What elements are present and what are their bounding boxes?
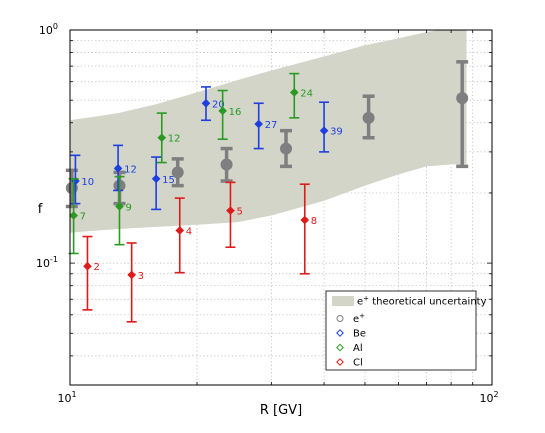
data-point [171, 166, 184, 179]
legend-entry-text: e+ [353, 312, 365, 325]
legend-diamond-marker [336, 343, 344, 352]
data-point [254, 119, 264, 129]
point-label: 24 [300, 88, 313, 99]
data-point [201, 98, 211, 108]
point-label: 7 [80, 212, 86, 223]
legend-entry-text: e+ theoretical uncertainty [357, 295, 487, 308]
data-point [280, 142, 293, 155]
point-label: 9 [125, 202, 131, 213]
x-tick-label: 101 [57, 390, 76, 405]
point-label: 15 [162, 175, 175, 186]
point-label: 10 [81, 177, 94, 188]
data-point [456, 92, 469, 105]
data-point [65, 181, 78, 194]
point-label: 8 [311, 216, 317, 227]
point-label: 12 [124, 164, 137, 175]
point-label: 4 [186, 227, 192, 238]
point-label: 39 [330, 127, 343, 138]
data-point [319, 126, 329, 135]
uncertainty-band [70, 30, 467, 233]
y-tick-label: 10-1 [36, 255, 58, 270]
plot-frame [69, 29, 493, 386]
data-point [226, 206, 235, 215]
point-label: 27 [265, 120, 278, 131]
uncertainty-band-area [70, 30, 467, 233]
data-point [362, 111, 375, 124]
series-be: 10 12 15 20 27 39 [70, 86, 343, 211]
data-point [113, 164, 123, 173]
point-label: 3 [138, 271, 144, 282]
data-point [218, 106, 227, 116]
data-point [127, 270, 136, 280]
legend: e+ theoretical uncertainty e+ Be Al Cl [325, 290, 487, 371]
legend-diamond-marker [336, 329, 344, 337]
legend-diamond-marker [336, 358, 344, 366]
legend-circle-marker [336, 315, 344, 322]
legend-entry-text: Cl [353, 358, 363, 369]
data-point [115, 202, 124, 211]
data-point [69, 211, 78, 220]
point-label: 12 [168, 134, 181, 145]
data-point [175, 226, 185, 235]
data-point [300, 215, 310, 225]
point-label: 2 [93, 262, 99, 273]
data-point [157, 133, 167, 143]
legend-band-swatch [332, 296, 354, 306]
data-point [83, 261, 92, 271]
series-e [65, 60, 469, 209]
data-series: 10 12 15 20 27 39 7 9 12 16 24 2 3 4 5 8 [65, 60, 469, 323]
legend-entry-text: Be [353, 329, 366, 340]
data-point [220, 158, 233, 171]
point-label: 20 [212, 99, 225, 110]
series-cl: 2 3 4 5 8 [82, 181, 317, 323]
y-axis-label: f [38, 202, 43, 217]
y-tick-label: 100 [39, 22, 58, 37]
data-point [289, 88, 299, 97]
point-label: 5 [236, 207, 242, 218]
x-tick-label: 102 [479, 390, 498, 405]
legend-entry-text: Al [353, 343, 363, 354]
point-label: 16 [229, 107, 242, 118]
data-point [151, 174, 161, 184]
x-axis-label: R [GV] [260, 403, 302, 418]
